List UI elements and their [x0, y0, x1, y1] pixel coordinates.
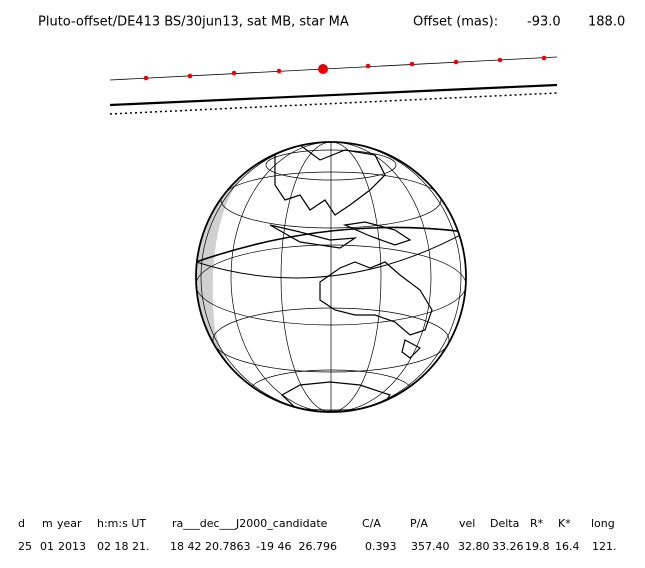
table-cell: 33.26: [492, 540, 524, 553]
time-dots: [143, 55, 547, 81]
table-header: year: [57, 517, 82, 530]
table-header: d: [18, 517, 25, 530]
table-cell: 32.80: [458, 540, 490, 553]
table-header: C/A: [362, 517, 381, 530]
table-header: long: [591, 517, 615, 530]
path-lines: [109, 55, 558, 115]
data-table: d m year h:m:s UT ra___dec___J2000_candidate…: [18, 517, 617, 553]
table-header: m: [42, 517, 53, 530]
table-header: h:m:s UT: [97, 517, 146, 530]
table-header: vel: [459, 517, 475, 530]
table-cell: 19.8: [525, 540, 550, 553]
offset-value: -93.0: [527, 15, 561, 30]
table-cell: 2013: [58, 540, 86, 553]
offset-value: 188.0: [588, 15, 625, 30]
title: Pluto-offset/DE413 BS/30jun13, sat MB, s…: [38, 15, 349, 30]
table-cell: 0.393: [365, 540, 397, 553]
offset-label: Offset (mas):: [413, 15, 498, 30]
shadow-edge: [109, 83, 558, 107]
table-cell: 25: [18, 540, 32, 553]
table-header: P/A: [410, 517, 428, 530]
table-cell: 16.4: [555, 540, 580, 553]
globe-limb: [195, 141, 467, 413]
table-cell: 121.: [592, 540, 617, 553]
table-cell: -19 46 26.796: [256, 540, 337, 553]
table-cell: 02 18 21.: [97, 540, 149, 553]
table-header: ra___dec___J2000_candidate: [172, 517, 328, 530]
table-header: K*: [558, 517, 571, 530]
table-header: R*: [530, 517, 544, 530]
table-cell: 357.40: [411, 540, 450, 553]
table-cell: 01: [40, 540, 54, 553]
star-path: [109, 56, 558, 81]
table-cell: 18 42 20.7863: [170, 540, 250, 553]
table-header: Delta: [490, 517, 519, 530]
